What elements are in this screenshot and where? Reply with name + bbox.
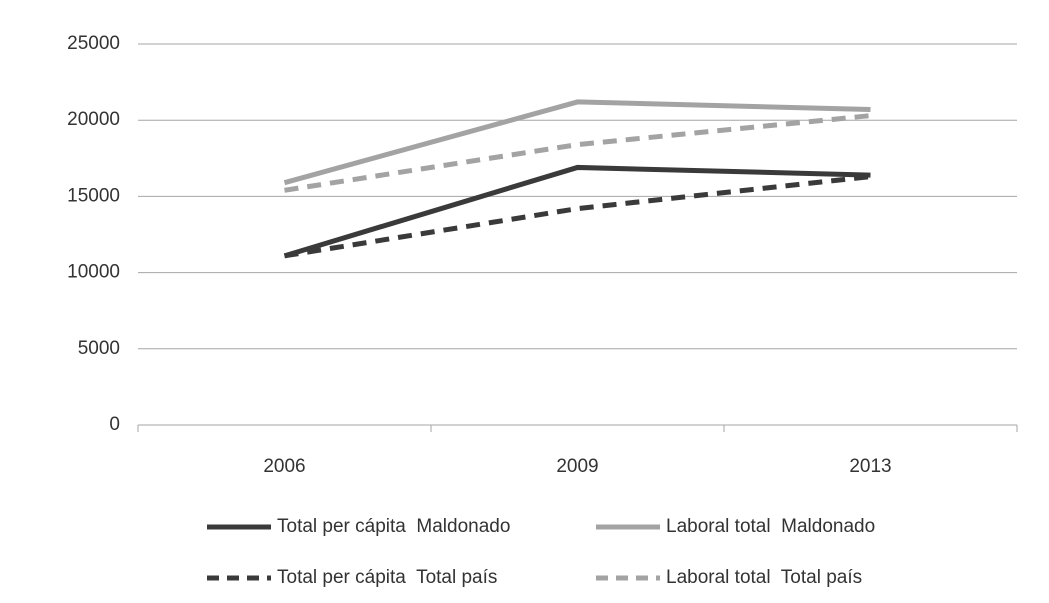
y-tick-label: 20000 <box>67 109 120 130</box>
y-tick-label: 25000 <box>67 33 120 54</box>
series-line <box>284 174 871 259</box>
x-tick-label: 2006 <box>263 456 305 477</box>
series-line <box>284 113 871 193</box>
series-line <box>283 99 871 186</box>
x-tick-label: 2009 <box>556 456 598 477</box>
y-tick-label: 10000 <box>67 262 120 283</box>
legend-label: Laboral total Maldonado <box>666 516 875 537</box>
series-line <box>283 164 871 259</box>
y-tick-label: 15000 <box>67 185 120 206</box>
y-tick-label: 5000 <box>78 338 120 359</box>
x-tick-label: 2013 <box>849 456 891 477</box>
y-tick-label: 0 <box>109 414 120 435</box>
legend-label: Total per cápita Maldonado <box>277 516 510 537</box>
legend-label: Total per cápita Total país <box>277 567 497 588</box>
legend-label: Laboral total Total país <box>666 567 862 588</box>
